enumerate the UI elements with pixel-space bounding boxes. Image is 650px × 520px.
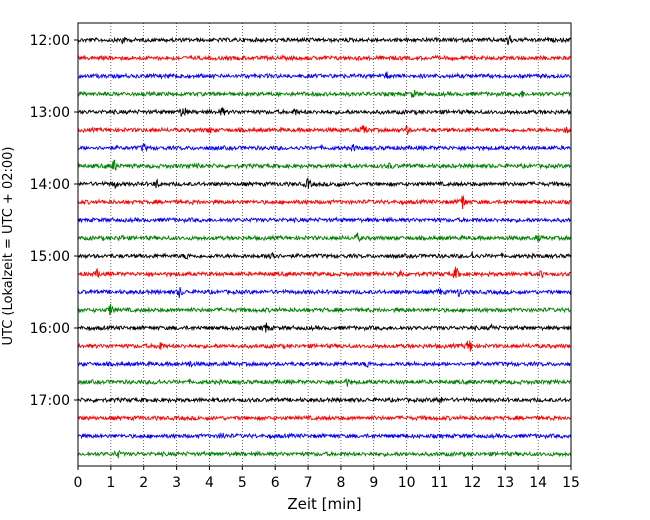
x-tick-label: 14 bbox=[529, 475, 547, 491]
seismic-trace bbox=[77, 360, 571, 369]
seismic-trace bbox=[77, 303, 571, 316]
seismic-trace bbox=[77, 232, 572, 243]
x-tick-label: 5 bbox=[238, 475, 247, 491]
x-tick-label: 7 bbox=[304, 475, 313, 491]
seismic-traces bbox=[77, 35, 572, 459]
x-tick-label: 2 bbox=[139, 475, 148, 491]
x-tick-label: 8 bbox=[336, 475, 345, 491]
y-tick-label: 17:00 bbox=[30, 393, 70, 409]
seismic-trace bbox=[77, 142, 571, 153]
x-tick-label: 0 bbox=[74, 475, 83, 491]
y-tick-label: 13:00 bbox=[30, 105, 70, 121]
seismic-trace bbox=[77, 54, 572, 62]
seismic-trace bbox=[77, 266, 571, 279]
x-tick-label: 3 bbox=[172, 475, 181, 491]
seismic-trace bbox=[77, 432, 572, 440]
y-tick-label: 12:00 bbox=[30, 33, 70, 49]
x-tick-label: 12 bbox=[463, 475, 481, 491]
seismic-trace bbox=[77, 449, 572, 459]
y-tick-label: 14:00 bbox=[30, 177, 70, 193]
seismic-trace bbox=[77, 107, 572, 117]
seismic-trace bbox=[77, 251, 572, 260]
x-tick-label: 9 bbox=[369, 475, 378, 491]
y-axis-label: UTC (Lokalzeit = UTC + 02:00) bbox=[1, 147, 16, 346]
seismic-trace bbox=[77, 377, 571, 387]
y-tick-label: 16:00 bbox=[30, 321, 70, 337]
x-tick-label: 1 bbox=[106, 475, 115, 491]
seismic-trace bbox=[77, 216, 571, 224]
x-tick-label: 15 bbox=[562, 475, 580, 491]
seismic-trace bbox=[77, 35, 572, 46]
seismic-trace bbox=[77, 340, 571, 352]
x-tick-label: 11 bbox=[431, 475, 449, 491]
x-tick-label: 4 bbox=[205, 475, 214, 491]
seismic-trace bbox=[77, 322, 572, 333]
seismic-trace bbox=[77, 286, 572, 298]
seismic-trace bbox=[77, 195, 571, 209]
vertical-gridlines bbox=[110, 23, 539, 466]
seismic-trace bbox=[77, 159, 571, 171]
y-axis-ticks: 12:00 13:00 14:00 15:00 16:00 17:00 bbox=[30, 33, 78, 409]
seismic-trace bbox=[77, 71, 571, 80]
x-tick-label: 6 bbox=[271, 475, 280, 491]
x-axis-label: Zeit [min] bbox=[287, 495, 361, 513]
seismic-trace bbox=[77, 125, 572, 135]
seismic-trace bbox=[77, 414, 571, 422]
seismic-trace bbox=[77, 89, 571, 98]
x-tick-label: 10 bbox=[398, 475, 416, 491]
seismic-trace bbox=[77, 396, 571, 404]
seismic-trace bbox=[77, 177, 571, 190]
x-tick-label: 13 bbox=[496, 475, 514, 491]
x-axis-ticks: 0 1 2 3 4 5 6 7 8 9 10 11 12 13 14 15 bbox=[74, 466, 580, 491]
plot-frame bbox=[77, 22, 572, 467]
y-tick-label: 15:00 bbox=[30, 249, 70, 265]
